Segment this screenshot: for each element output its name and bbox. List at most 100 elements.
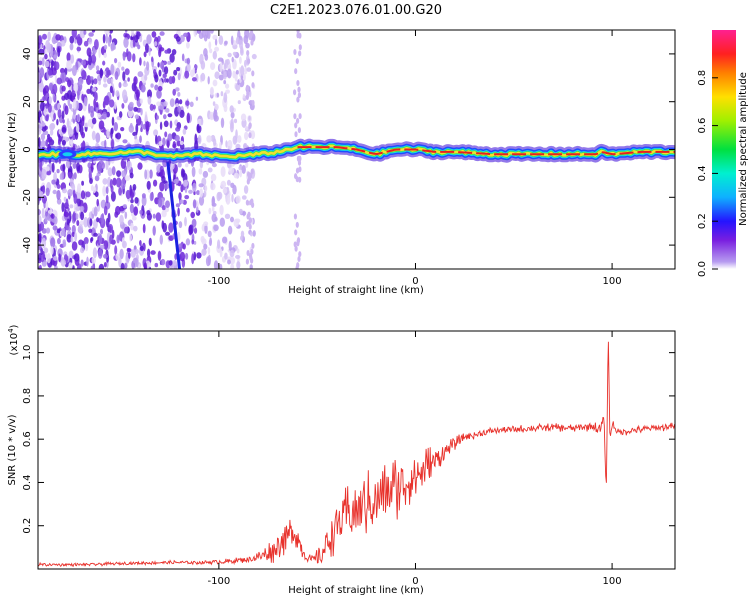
noise-speck xyxy=(161,209,167,218)
noise-speck xyxy=(107,212,111,223)
noise-speck xyxy=(294,68,298,75)
noise-speck xyxy=(48,82,54,91)
noise-speck xyxy=(83,30,87,35)
noise-speck xyxy=(226,179,231,186)
noise-speck xyxy=(51,60,55,67)
noise-speck xyxy=(246,50,250,56)
ridge-core xyxy=(297,146,675,156)
noise-speck xyxy=(197,134,202,145)
noise-speck xyxy=(107,36,111,47)
noise-speck xyxy=(223,80,227,85)
noise-speck xyxy=(120,178,126,190)
noise-speck xyxy=(44,253,48,258)
snr-frame xyxy=(37,330,676,570)
noise-speck xyxy=(51,67,57,76)
noise-speck xyxy=(250,248,254,255)
y-tick-label: 40 xyxy=(22,48,33,61)
ridge-blip-core xyxy=(62,152,73,157)
noise-speck xyxy=(212,138,217,147)
snr-marks xyxy=(38,341,675,568)
noise-speck xyxy=(228,240,232,252)
noise-speck xyxy=(296,117,300,124)
noise-speck xyxy=(209,111,214,121)
noise-speck xyxy=(90,54,97,64)
noise-speck xyxy=(153,41,158,47)
noise-speck xyxy=(134,34,139,43)
noise-speck xyxy=(156,101,161,107)
noise-speck xyxy=(186,41,190,49)
noise-speck xyxy=(116,177,122,188)
noise-speck xyxy=(157,62,160,68)
noise-speck xyxy=(240,65,245,77)
noise-speck xyxy=(245,42,250,49)
noise-speck xyxy=(85,191,91,198)
noise-speck xyxy=(149,169,153,179)
noise-speck xyxy=(104,30,110,35)
noise-speck xyxy=(67,226,72,231)
noise-speck xyxy=(45,210,48,217)
noise-speck xyxy=(137,71,144,78)
noise-speck xyxy=(236,261,241,269)
noise-speck xyxy=(124,175,131,182)
noise-speck xyxy=(207,254,211,266)
noise-speck xyxy=(204,185,208,192)
noise-speck xyxy=(223,104,228,113)
noise-speck xyxy=(198,32,204,39)
noise-speck xyxy=(147,96,152,105)
noise-speck xyxy=(101,162,106,170)
noise-speck xyxy=(38,72,41,83)
x-tick-label: 100 xyxy=(603,576,622,587)
noise-speck xyxy=(218,74,224,81)
noise-speck xyxy=(96,198,99,207)
noise-speck xyxy=(38,42,41,50)
noise-speck xyxy=(207,167,213,173)
noise-speck xyxy=(93,206,98,217)
noise-speck xyxy=(102,33,106,44)
noise-speck xyxy=(45,170,52,176)
noise-speck xyxy=(65,198,69,208)
noise-speck xyxy=(141,195,147,207)
colorbar: 0.0 0.2 0.4 0.6 0.8 Normalized spectral ampl… xyxy=(697,30,749,277)
noise-speck xyxy=(98,233,103,244)
noise-speck xyxy=(242,94,246,99)
noise-speck xyxy=(80,259,84,267)
noise-speck xyxy=(102,178,108,185)
noise-speck xyxy=(298,113,302,120)
noise-speck xyxy=(38,112,42,118)
noise-speck xyxy=(235,195,241,204)
noise-speck xyxy=(69,179,74,189)
noise-speck xyxy=(223,62,227,70)
noise-speck xyxy=(45,227,51,234)
noise-speck xyxy=(126,160,132,171)
noise-speck xyxy=(160,258,166,266)
noise-speck xyxy=(110,139,115,150)
noise-speck xyxy=(108,223,114,234)
noise-speck xyxy=(116,170,122,178)
noise-speck xyxy=(62,163,66,172)
noise-speck xyxy=(207,30,211,40)
noise-speck xyxy=(240,113,247,122)
noise-speck xyxy=(96,113,102,118)
noise-speck xyxy=(63,211,70,218)
noise-speck xyxy=(56,77,63,85)
noise-speck xyxy=(207,230,212,238)
noise-speck xyxy=(130,249,136,258)
noise-speck xyxy=(74,232,78,242)
noise-speck xyxy=(229,249,235,258)
noise-speck xyxy=(103,44,108,50)
noise-speck xyxy=(203,34,208,42)
noise-speck xyxy=(129,101,134,107)
noise-speck xyxy=(157,250,162,261)
noise-speck xyxy=(210,182,216,191)
noise-speck xyxy=(216,92,219,98)
noise-speck xyxy=(89,218,93,227)
noise-speck xyxy=(102,111,108,120)
noise-speck xyxy=(225,89,231,94)
noise-speck xyxy=(115,205,121,216)
noise-speck xyxy=(118,257,122,268)
noise-speck xyxy=(110,63,115,75)
noise-speck xyxy=(196,123,200,132)
noise-speck xyxy=(163,120,169,128)
noise-speck xyxy=(120,262,125,269)
noise-speck xyxy=(168,260,173,266)
